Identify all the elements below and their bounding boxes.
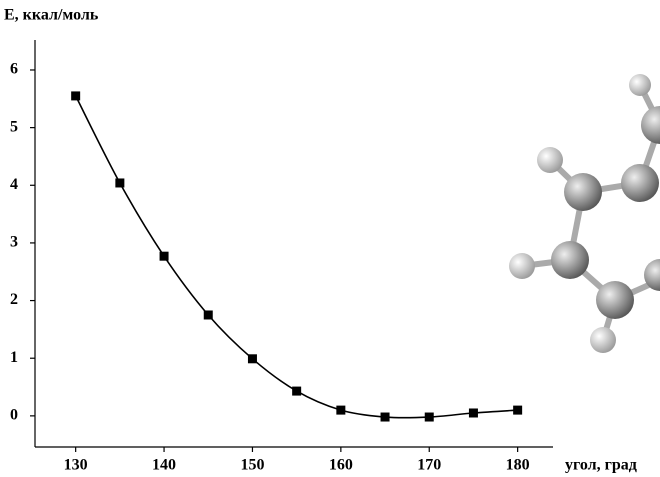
x-tick-label: 180	[506, 457, 530, 474]
x-axis-label: угол, град	[565, 457, 637, 474]
molecule-illustration	[509, 74, 660, 353]
y-tick-label: 4	[10, 176, 18, 193]
y-tick-label: 1	[10, 349, 18, 366]
marker	[513, 406, 522, 415]
x-tick-label: 140	[152, 457, 176, 474]
marker	[425, 413, 434, 422]
y-tick-label: 6	[10, 61, 18, 78]
marker	[248, 354, 257, 363]
y-tick-label: 0	[10, 407, 18, 424]
marker	[115, 178, 124, 187]
chart: E, ккал/моль угол, град 0 1 2 3 4 5 6 130 140 150…	[0, 0, 660, 477]
marker	[469, 408, 478, 417]
y-tick-label: 3	[10, 234, 18, 251]
y-tick-label: 2	[10, 291, 18, 308]
y-axis-label: E, ккал/моль	[4, 7, 99, 24]
marker	[204, 310, 213, 319]
x-tick-label: 130	[64, 457, 88, 474]
series-line	[76, 96, 518, 418]
y-tick-label: 5	[10, 118, 18, 135]
x-tick-label: 150	[240, 457, 264, 474]
marker	[381, 413, 390, 422]
marker	[71, 91, 80, 100]
marker	[160, 252, 169, 261]
marker	[292, 387, 301, 396]
marker	[336, 406, 345, 415]
x-tick-label: 170	[417, 457, 441, 474]
x-tick-label: 160	[329, 457, 353, 474]
